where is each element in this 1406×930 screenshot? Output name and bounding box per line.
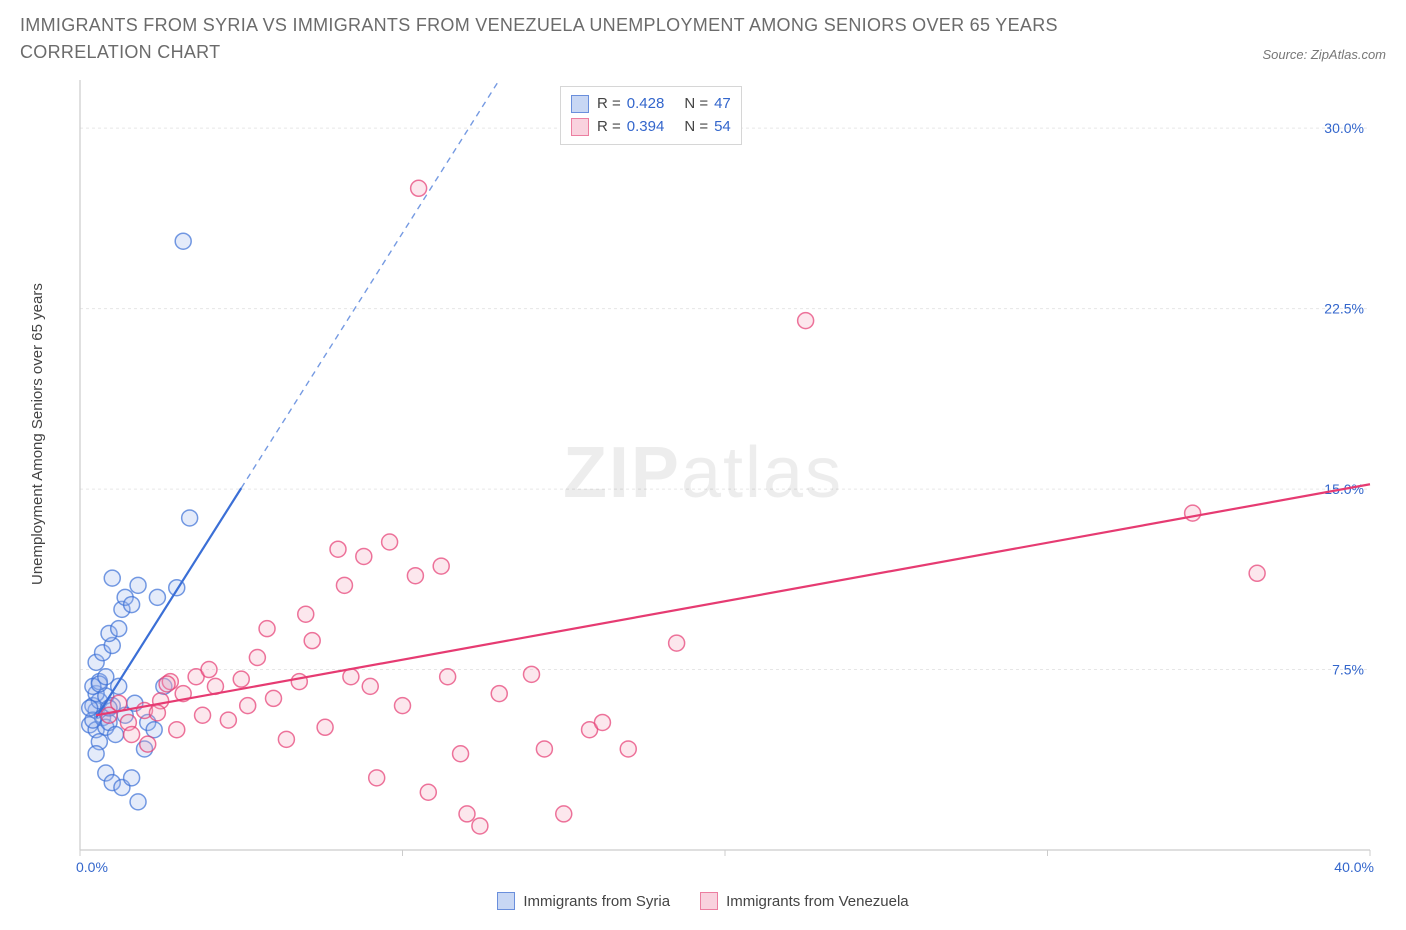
n-value: 54 bbox=[714, 116, 731, 139]
source-attribution: Source: ZipAtlas.com bbox=[1262, 47, 1386, 66]
series-swatch bbox=[700, 892, 718, 910]
legend-label: Immigrants from Venezuela bbox=[726, 893, 909, 910]
legend-item: Immigrants from Venezuela bbox=[700, 892, 909, 910]
r-value: 0.428 bbox=[627, 93, 665, 116]
stat-row: R = 0.394 N = 54 bbox=[571, 116, 731, 139]
n-label: N = bbox=[684, 93, 708, 116]
legend-item: Immigrants from Syria bbox=[497, 892, 670, 910]
svg-text:22.5%: 22.5% bbox=[1324, 301, 1364, 317]
r-label: R = bbox=[597, 116, 621, 139]
legend-label: Immigrants from Syria bbox=[523, 893, 670, 910]
svg-text:30.0%: 30.0% bbox=[1324, 120, 1364, 136]
svg-text:40.0%: 40.0% bbox=[1334, 859, 1374, 875]
r-value: 0.394 bbox=[627, 116, 665, 139]
r-label: R = bbox=[597, 93, 621, 116]
chart-title: IMMIGRANTS FROM SYRIA VS IMMIGRANTS FROM… bbox=[20, 12, 1170, 66]
series-legend: Immigrants from Syria Immigrants from Ven… bbox=[20, 892, 1386, 910]
svg-text:0.0%: 0.0% bbox=[76, 859, 108, 875]
header-row: IMMIGRANTS FROM SYRIA VS IMMIGRANTS FROM… bbox=[20, 12, 1386, 66]
svg-text:Unemployment Among Seniors ove: Unemployment Among Seniors over 65 years bbox=[29, 283, 46, 585]
series-swatch bbox=[571, 118, 589, 136]
chart-container: 7.5%15.0%22.5%30.0%0.0%40.0%Unemployment… bbox=[20, 70, 1386, 910]
stat-row: R = 0.428 N = 47 bbox=[571, 93, 731, 116]
svg-text:7.5%: 7.5% bbox=[1332, 662, 1364, 678]
n-label: N = bbox=[684, 116, 708, 139]
n-value: 47 bbox=[714, 93, 731, 116]
scatter-chart: 7.5%15.0%22.5%30.0%0.0%40.0%Unemployment… bbox=[20, 70, 1386, 880]
series-swatch bbox=[497, 892, 515, 910]
correlation-stats-box: R = 0.428 N = 47 R = 0.394 N = 54 bbox=[560, 86, 742, 145]
series-swatch bbox=[571, 95, 589, 113]
